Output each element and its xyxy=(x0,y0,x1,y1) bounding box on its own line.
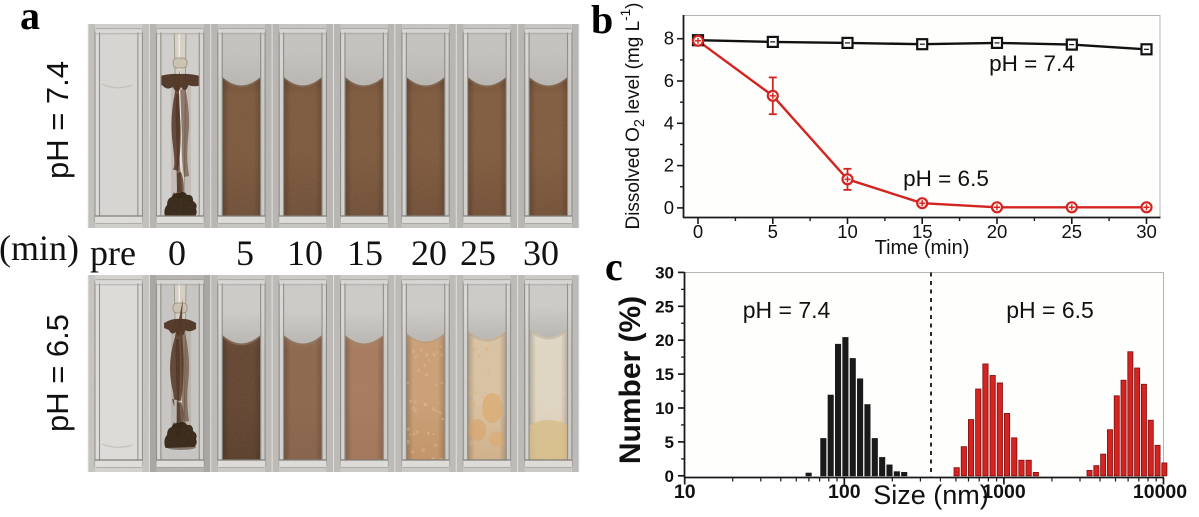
svg-text:5: 5 xyxy=(665,433,674,452)
svg-text:Dissolved O2 level (mg L-1): Dissolved O2 level (mg L-1) xyxy=(618,2,648,229)
svg-text:15: 15 xyxy=(912,221,933,242)
svg-text:10: 10 xyxy=(674,481,696,503)
svg-text:10: 10 xyxy=(837,221,858,242)
svg-text:15: 15 xyxy=(655,365,674,384)
svg-text:Time (min): Time (min) xyxy=(875,237,970,259)
svg-text:2: 2 xyxy=(664,155,674,176)
svg-text:25: 25 xyxy=(655,297,674,316)
svg-text:25: 25 xyxy=(1061,221,1082,242)
svg-text:Size (nm): Size (nm) xyxy=(873,480,989,510)
svg-text:5: 5 xyxy=(768,221,778,242)
svg-text:10000: 10000 xyxy=(1133,481,1187,503)
svg-text:0: 0 xyxy=(665,467,674,486)
svg-text:Number (%): Number (%) xyxy=(614,296,647,464)
svg-text:30: 30 xyxy=(655,263,674,282)
svg-text:0: 0 xyxy=(693,221,703,242)
svg-text:20: 20 xyxy=(987,221,1008,242)
svg-text:10: 10 xyxy=(655,399,674,418)
svg-text:4: 4 xyxy=(664,112,674,133)
svg-text:6: 6 xyxy=(664,70,674,91)
svg-text:8: 8 xyxy=(664,28,674,49)
svg-text:30: 30 xyxy=(1136,221,1157,242)
svg-text:100: 100 xyxy=(828,481,861,503)
svg-text:0: 0 xyxy=(664,197,674,218)
svg-text:pH = 6.5: pH = 6.5 xyxy=(1006,297,1094,323)
svg-text:pH = 7.4: pH = 7.4 xyxy=(989,51,1075,76)
svg-text:20: 20 xyxy=(655,331,674,350)
svg-text:pH = 6.5: pH = 6.5 xyxy=(903,166,989,191)
svg-text:1000: 1000 xyxy=(982,481,1026,503)
svg-text:pH = 7.4: pH = 7.4 xyxy=(743,297,831,323)
